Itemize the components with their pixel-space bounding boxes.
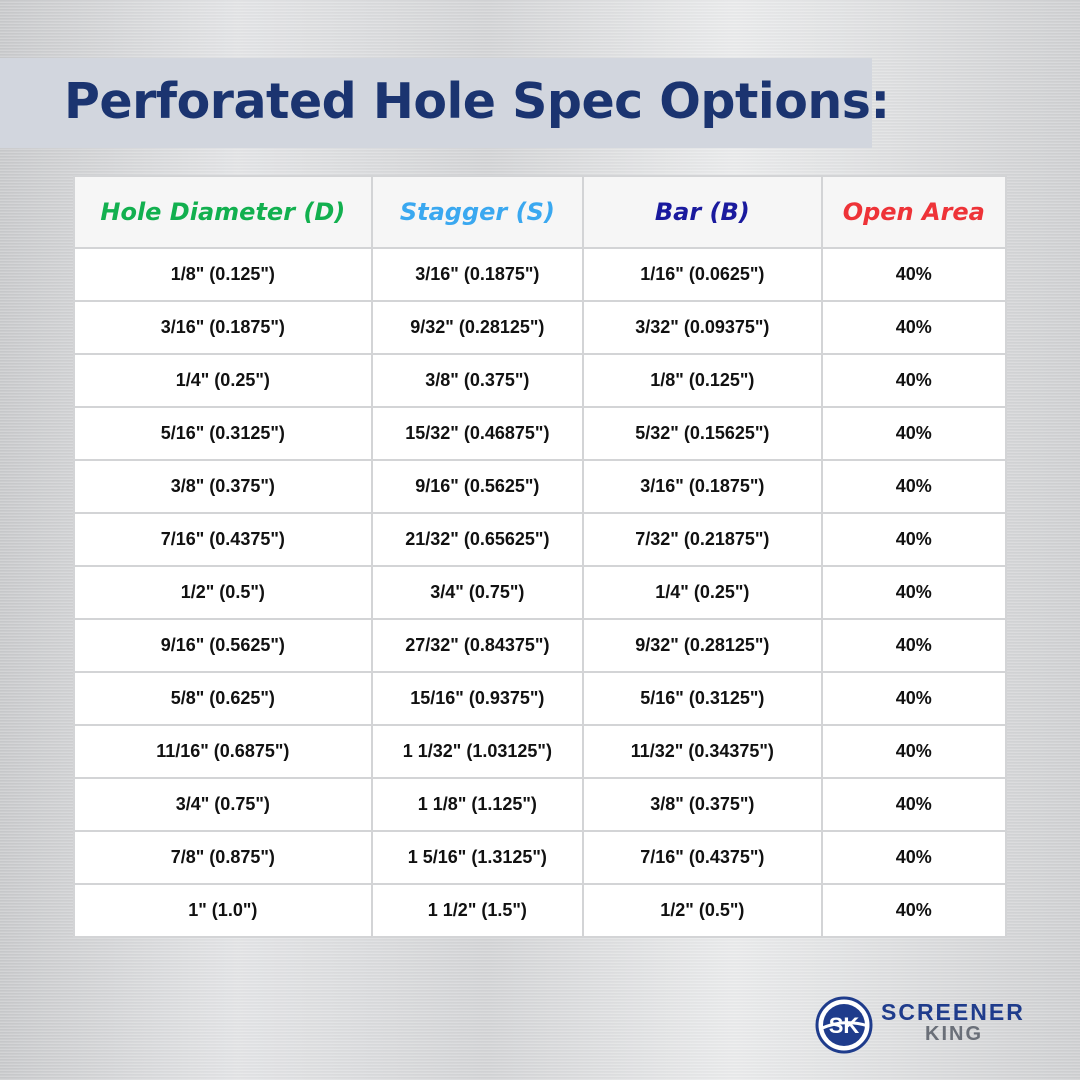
table-header: Hole Diameter (D) Stagger (S) Bar (B) Op… bbox=[73, 175, 1008, 249]
cell-stagger: 9/32" (0.28125") bbox=[370, 300, 585, 355]
cell-stagger: 27/32" (0.84375") bbox=[370, 618, 585, 673]
cell-open-area: 40% bbox=[820, 883, 1008, 938]
table-row: 1" (1.0") 1 1/2" (1.5") 1/2" (0.5") 40% bbox=[73, 883, 1008, 938]
cell-stagger: 1 5/16" (1.3125") bbox=[370, 830, 585, 885]
cell-stagger: 1 1/2" (1.5") bbox=[370, 883, 585, 938]
header-row: Hole Diameter (D) Stagger (S) Bar (B) Op… bbox=[73, 175, 1008, 249]
cell-open-area: 40% bbox=[820, 671, 1008, 726]
logo-monogram: SK bbox=[829, 1013, 860, 1038]
cell-hole-diameter: 3/8" (0.375") bbox=[73, 459, 373, 514]
cell-hole-diameter: 9/16" (0.5625") bbox=[73, 618, 373, 673]
header-bar: Bar (B) bbox=[582, 175, 823, 249]
table-row: 5/16" (0.3125") 15/32" (0.46875") 5/32" (0… bbox=[73, 406, 1008, 461]
table-row: 1/2" (0.5") 3/4" (0.75") 1/4" (0.25") 40% bbox=[73, 565, 1008, 620]
cell-stagger: 15/16" (0.9375") bbox=[370, 671, 585, 726]
cell-hole-diameter: 7/8" (0.875") bbox=[73, 830, 373, 885]
cell-bar: 11/32" (0.34375") bbox=[582, 724, 823, 779]
table-row: 7/8" (0.875") 1 5/16" (1.3125") 7/16" (0.4… bbox=[73, 830, 1008, 885]
table-body: 1/8" (0.125") 3/16" (0.1875") 1/16" (0.062… bbox=[73, 247, 1008, 938]
cell-hole-diameter: 3/4" (0.75") bbox=[73, 777, 373, 832]
cell-stagger: 3/8" (0.375") bbox=[370, 353, 585, 408]
cell-bar: 1/16" (0.0625") bbox=[582, 247, 823, 302]
cell-hole-diameter: 1" (1.0") bbox=[73, 883, 373, 938]
table-row: 1/4" (0.25") 3/8" (0.375") 1/8" (0.125") 40… bbox=[73, 353, 1008, 408]
cell-open-area: 40% bbox=[820, 777, 1008, 832]
cell-hole-diameter: 5/8" (0.625") bbox=[73, 671, 373, 726]
cell-open-area: 40% bbox=[820, 459, 1008, 514]
logo-word-screener: SCREENER bbox=[881, 999, 1025, 1025]
cell-stagger: 15/32" (0.46875") bbox=[370, 406, 585, 461]
hole-spec-table: Hole Diameter (D) Stagger (S) Bar (B) Op… bbox=[73, 175, 1008, 938]
header-stagger: Stagger (S) bbox=[370, 175, 585, 249]
cell-bar: 7/32" (0.21875") bbox=[582, 512, 823, 567]
table-row: 11/16" (0.6875") 1 1/32" (1.03125") 11/32"… bbox=[73, 724, 1008, 779]
table-row: 3/4" (0.75") 1 1/8" (1.125") 3/8" (0.375")… bbox=[73, 777, 1008, 832]
cell-open-area: 40% bbox=[820, 300, 1008, 355]
cell-bar: 1/8" (0.125") bbox=[582, 353, 823, 408]
cell-open-area: 40% bbox=[820, 353, 1008, 408]
cell-hole-diameter: 7/16" (0.4375") bbox=[73, 512, 373, 567]
title-band bbox=[0, 58, 872, 148]
cell-bar: 3/8" (0.375") bbox=[582, 777, 823, 832]
header-open-area: Open Area bbox=[820, 175, 1008, 249]
cell-open-area: 40% bbox=[820, 724, 1008, 779]
cell-hole-diameter: 11/16" (0.6875") bbox=[73, 724, 373, 779]
cell-bar: 9/32" (0.28125") bbox=[582, 618, 823, 673]
cell-stagger: 1 1/8" (1.125") bbox=[370, 777, 585, 832]
cell-stagger: 1 1/32" (1.03125") bbox=[370, 724, 585, 779]
cell-hole-diameter: 1/8" (0.125") bbox=[73, 247, 373, 302]
cell-open-area: 40% bbox=[820, 565, 1008, 620]
cell-bar: 1/2" (0.5") bbox=[582, 883, 823, 938]
table-row: 3/16" (0.1875") 9/32" (0.28125") 3/32" (0.… bbox=[73, 300, 1008, 355]
cell-stagger: 9/16" (0.5625") bbox=[370, 459, 585, 514]
logo-word-king: KING bbox=[925, 1023, 983, 1045]
cell-bar: 3/32" (0.09375") bbox=[582, 300, 823, 355]
cell-stagger: 21/32" (0.65625") bbox=[370, 512, 585, 567]
cell-bar: 7/16" (0.4375") bbox=[582, 830, 823, 885]
table-row: 3/8" (0.375") 9/16" (0.5625") 3/16" (0.187… bbox=[73, 459, 1008, 514]
table-row: 5/8" (0.625") 15/16" (0.9375") 5/16" (0.31… bbox=[73, 671, 1008, 726]
cell-hole-diameter: 1/4" (0.25") bbox=[73, 353, 373, 408]
cell-open-area: 40% bbox=[820, 830, 1008, 885]
cell-stagger: 3/4" (0.75") bbox=[370, 565, 585, 620]
cell-hole-diameter: 5/16" (0.3125") bbox=[73, 406, 373, 461]
table-row: 9/16" (0.5625") 27/32" (0.84375") 9/32" (0… bbox=[73, 618, 1008, 673]
table-row: 1/8" (0.125") 3/16" (0.1875") 1/16" (0.062… bbox=[73, 247, 1008, 302]
cell-bar: 5/16" (0.3125") bbox=[582, 671, 823, 726]
cell-bar: 5/32" (0.15625") bbox=[582, 406, 823, 461]
screener-king-logo: SK SCREENER KING bbox=[815, 996, 1045, 1056]
header-hole-diameter: Hole Diameter (D) bbox=[73, 175, 373, 249]
cell-stagger: 3/16" (0.1875") bbox=[370, 247, 585, 302]
cell-open-area: 40% bbox=[820, 247, 1008, 302]
cell-open-area: 40% bbox=[820, 406, 1008, 461]
cell-hole-diameter: 3/16" (0.1875") bbox=[73, 300, 373, 355]
cell-open-area: 40% bbox=[820, 618, 1008, 673]
cell-bar: 1/4" (0.25") bbox=[582, 565, 823, 620]
cell-open-area: 40% bbox=[820, 512, 1008, 567]
table-row: 7/16" (0.4375") 21/32" (0.65625") 7/32" (0… bbox=[73, 512, 1008, 567]
cell-hole-diameter: 1/2" (0.5") bbox=[73, 565, 373, 620]
sk-circle-logo-icon: SK bbox=[815, 996, 873, 1054]
cell-bar: 3/16" (0.1875") bbox=[582, 459, 823, 514]
page-title: Perforated Hole Spec Options: bbox=[64, 73, 890, 130]
